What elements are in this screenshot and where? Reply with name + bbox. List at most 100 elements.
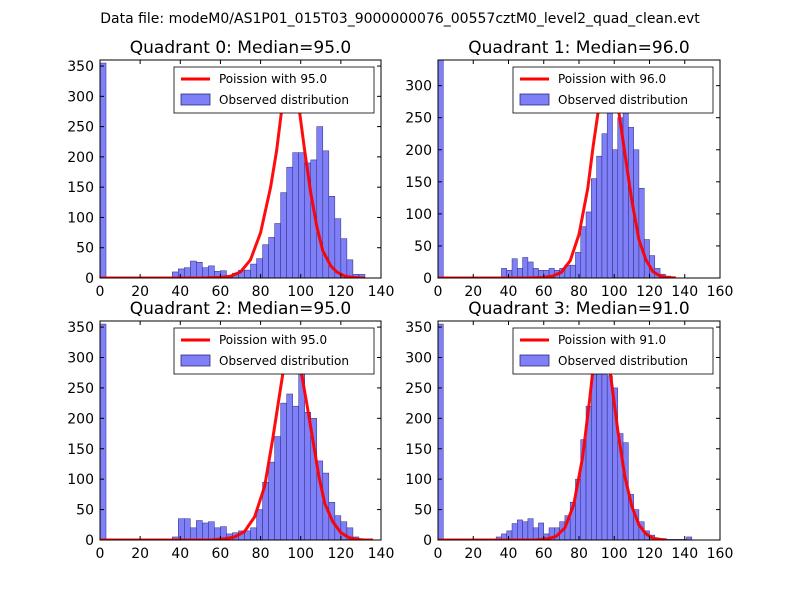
histogram-bar [522, 521, 529, 540]
legend: Poission with 95.0 Observed distribution [173, 66, 375, 114]
histogram-bar [304, 412, 312, 540]
x-tick-label: 160 [707, 284, 734, 300]
axes-frame [99, 59, 382, 279]
histogram-bar [274, 436, 281, 540]
y-tick-label: 350 [67, 320, 94, 336]
x-tick-label: 100 [287, 546, 314, 562]
quadrant-3-plot: Quadrant 3: Median=91.0 0 20 40 60 80 100 120 14… [405, 299, 733, 562]
legend-label-curve: Poission with 95.0 [219, 333, 327, 347]
y-tick-label: 200 [405, 411, 432, 427]
y-tick-label: 0 [423, 533, 432, 549]
histogram-bar [606, 85, 613, 278]
x-tick-label: 20 [131, 284, 149, 300]
plot-title: Quadrant 2: Median=95.0 [130, 299, 352, 319]
histogram-bar [196, 262, 203, 278]
histogram-bar [100, 323, 107, 540]
histogram-bar [298, 372, 305, 540]
histogram-bar [184, 518, 191, 540]
x-tick-label: 60 [212, 546, 230, 562]
y-tick-label: 100 [405, 207, 432, 223]
histogram-bar [580, 226, 587, 278]
histogram-bar [256, 509, 263, 540]
x-tick-label: 120 [636, 546, 663, 562]
histogram-bar [202, 522, 209, 540]
histogram-bar [438, 323, 444, 540]
plot-area [100, 323, 373, 540]
x-tick-label: 40 [171, 284, 189, 300]
y-tick-label: 100 [67, 210, 94, 226]
x-tick-label: 120 [327, 284, 354, 300]
y-tick-label: 250 [67, 120, 94, 136]
x-tick-label: 20 [464, 546, 482, 562]
figure-title: Data file: modeM0/AS1P01_015T03_90000000… [100, 11, 700, 27]
histogram-bar [184, 267, 191, 278]
y-tick-label: 250 [405, 111, 432, 127]
histogram-bar [280, 192, 287, 278]
histogram-bar [256, 258, 263, 278]
legend-label-bars: Observed distribution [558, 354, 688, 368]
histogram-bar [286, 166, 293, 278]
y-tick-label: 150 [405, 442, 432, 458]
x-tick-label: 80 [252, 284, 270, 300]
x-tick-label: 160 [707, 546, 734, 562]
legend-label-curve: Poission with 96.0 [558, 72, 666, 86]
histogram-bar [532, 527, 539, 540]
histogram-bar [268, 237, 275, 278]
histogram-bar [292, 405, 299, 540]
x-tick-label: 0 [96, 546, 105, 562]
x-tick-label: 100 [601, 546, 628, 562]
y-tick-label: 250 [405, 381, 432, 397]
y-tick-label: 50 [76, 241, 94, 257]
histogram-bar [511, 523, 518, 540]
legend-label-bars: Observed distribution [219, 354, 349, 368]
histogram-bar [569, 264, 576, 278]
y-tick-label: 300 [67, 89, 94, 105]
histogram-bar [622, 104, 629, 278]
legend: Poission with 91.0 Observed distribution [512, 327, 714, 375]
histogram-bar [286, 393, 293, 540]
y-tick-label: 50 [76, 503, 94, 519]
histogram-bar [591, 372, 597, 540]
legend-label-curve: Poission with 91.0 [558, 333, 666, 347]
x-tick-label: 80 [570, 284, 588, 300]
y-tick-label: 150 [67, 442, 94, 458]
histogram-bar [250, 263, 257, 278]
y-tick-label: 100 [67, 472, 94, 488]
histogram-bar [280, 402, 287, 540]
legend-label-curve: Poission with 95.0 [219, 72, 327, 86]
histogram-bar [591, 178, 597, 278]
x-tick-label: 100 [287, 284, 314, 300]
legend-bar-swatch [519, 354, 550, 367]
histogram-bar [262, 244, 269, 278]
histogram-bar [612, 149, 619, 278]
x-tick-label: 60 [535, 546, 553, 562]
histogram-bar [638, 187, 645, 278]
x-tick-label: 20 [131, 546, 149, 562]
y-tick-label: 150 [405, 175, 432, 191]
quadrant-2-plot: Quadrant 2: Median=95.0 0 20 40 60 80 100 120 14… [67, 299, 394, 562]
histogram-bar [606, 375, 613, 540]
legend: Poission with 96.0 Observed distribution [512, 66, 714, 114]
x-tick-label: 120 [327, 546, 354, 562]
quadrant-1-plot: Quadrant 1: Median=96.0 0 20 40 60 80 100 120 14… [405, 38, 733, 300]
x-tick-label: 140 [671, 546, 698, 562]
histogram-bar [274, 223, 281, 278]
axes-frame [99, 320, 382, 541]
histogram-bar [340, 238, 348, 278]
x-tick-label: 60 [212, 284, 230, 300]
histogram-bar [575, 252, 582, 278]
y-tick-label: 200 [67, 411, 94, 427]
x-tick-label: 20 [464, 284, 482, 300]
plot-title: Quadrant 3: Median=91.0 [468, 299, 690, 319]
x-tick-label: 0 [434, 284, 443, 300]
histogram-bar [190, 260, 197, 278]
histogram-bar [292, 152, 299, 278]
legend-bar-swatch [180, 354, 211, 367]
y-tick-label: 100 [405, 472, 432, 488]
y-tick-label: 0 [423, 271, 432, 287]
x-tick-label: 80 [252, 546, 270, 562]
histogram-bar [517, 519, 523, 540]
x-tick-label: 40 [500, 546, 518, 562]
histogram-bar [208, 521, 215, 540]
